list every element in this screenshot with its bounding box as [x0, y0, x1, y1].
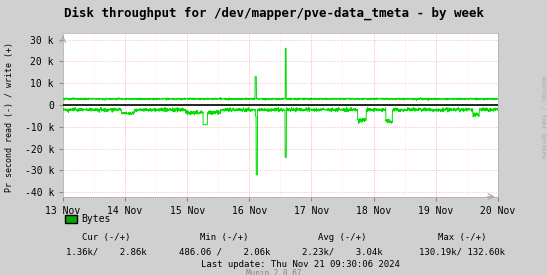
Text: Pr second read (-) / write (+): Pr second read (-) / write (+) [5, 42, 14, 192]
Text: 130.19k/ 132.60k: 130.19k/ 132.60k [419, 248, 505, 257]
Text: Last update: Thu Nov 21 09:30:06 2024: Last update: Thu Nov 21 09:30:06 2024 [201, 260, 400, 269]
Text: Min (-/+): Min (-/+) [200, 233, 248, 242]
Text: Bytes: Bytes [81, 214, 110, 224]
Text: 486.06 /    2.06k: 486.06 / 2.06k [178, 248, 270, 257]
Text: RRDTOOL / TOBI OETIKER: RRDTOOL / TOBI OETIKER [540, 76, 546, 158]
Text: Munin 2.0.67: Munin 2.0.67 [246, 269, 301, 275]
Text: Cur (-/+): Cur (-/+) [83, 233, 131, 242]
Text: 1.36k/    2.86k: 1.36k/ 2.86k [66, 248, 147, 257]
Text: Disk throughput for /dev/mapper/pve-data_tmeta - by week: Disk throughput for /dev/mapper/pve-data… [63, 7, 484, 20]
Text: 2.23k/    3.04k: 2.23k/ 3.04k [301, 248, 382, 257]
Text: Avg (-/+): Avg (-/+) [318, 233, 366, 242]
Text: Max (-/+): Max (-/+) [438, 233, 486, 242]
